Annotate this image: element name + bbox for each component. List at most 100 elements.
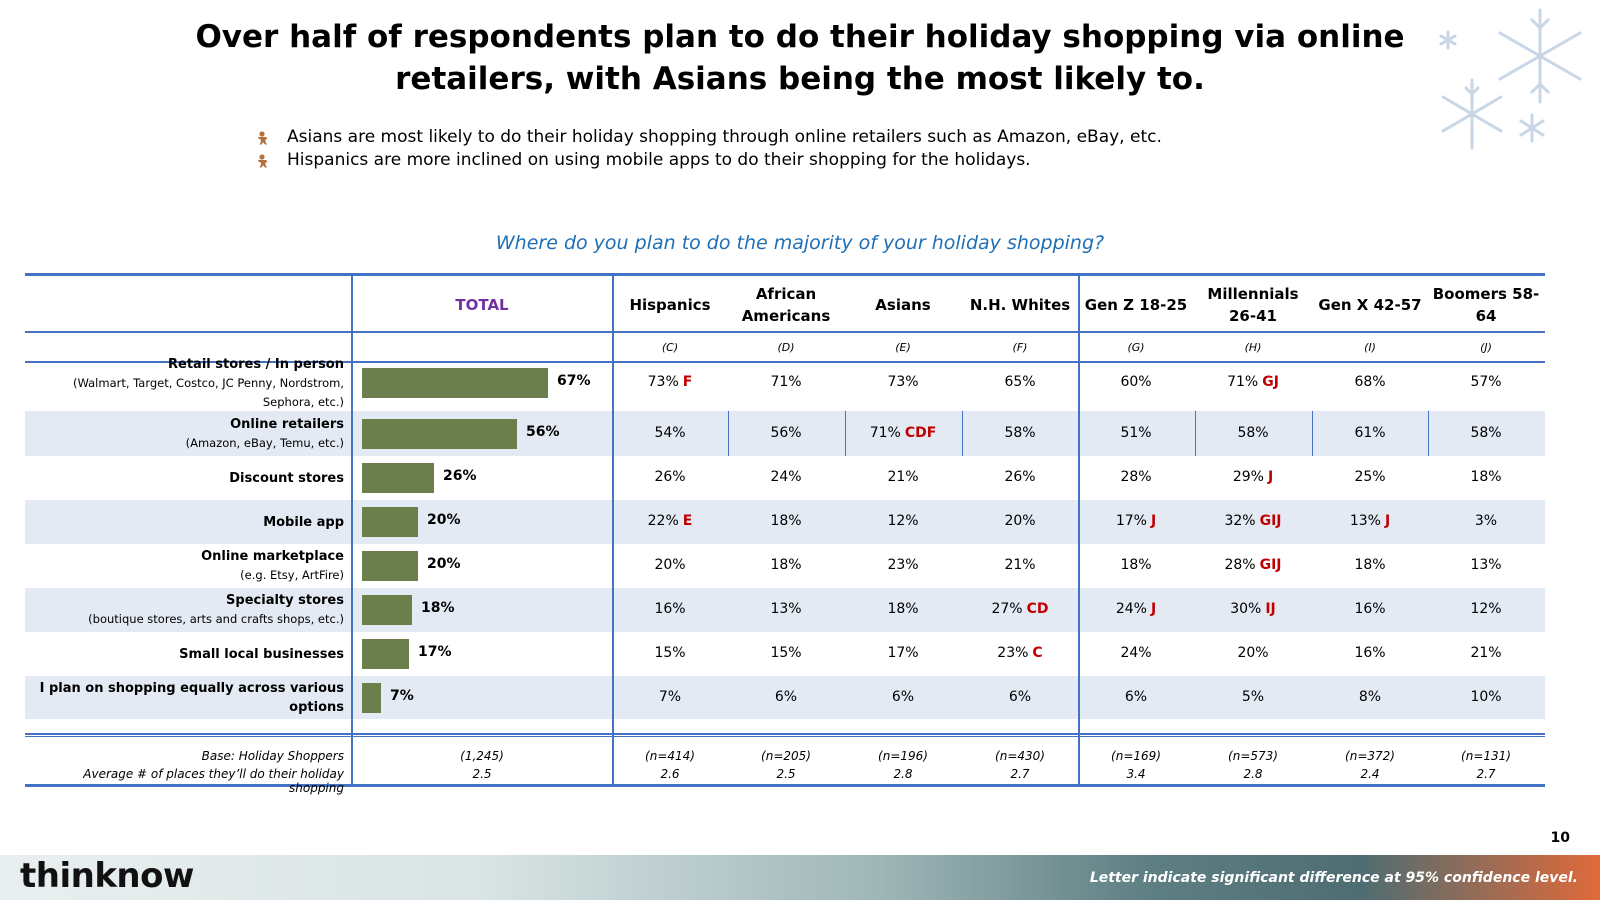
base-value: (n=131) xyxy=(1461,749,1511,763)
row-label-main: Online retailers xyxy=(230,416,344,432)
row-band xyxy=(25,500,1545,544)
cell-value: 12% xyxy=(1470,601,1502,617)
cell-value: 20% xyxy=(1004,513,1036,529)
cell-value: 73% xyxy=(647,374,679,390)
cell-value: 28% xyxy=(1224,557,1256,573)
data-cell: 18% xyxy=(1078,557,1194,573)
column-letter: (J) xyxy=(1480,341,1492,354)
base-value: (n=372) xyxy=(1345,749,1395,763)
cell-value: 7% xyxy=(658,688,682,705)
row-label: I plan on shopping equally across variou… xyxy=(30,676,344,719)
cell-divider xyxy=(1312,411,1313,456)
data-cell: 56% xyxy=(728,425,844,441)
column-header: Boomers 58-64 xyxy=(1432,285,1540,325)
thinknow-logo: thinknow xyxy=(20,856,194,896)
average-value: 2.6 xyxy=(660,767,680,781)
body-bottom-rule xyxy=(25,733,1545,735)
cell-value: 22% xyxy=(647,513,679,529)
cell-value: 8% xyxy=(1358,688,1382,705)
cell-value: 23% xyxy=(997,645,1029,661)
cell-value: 71% xyxy=(1227,374,1259,390)
bullet-item: Hispanics are more inclined on using mob… xyxy=(255,149,1162,172)
significance-letters: F xyxy=(682,374,693,390)
row-label-sub: (boutique stores, arts and crafts shops,… xyxy=(88,612,344,626)
total-bar xyxy=(362,682,381,713)
data-cell: 61% xyxy=(1312,425,1428,441)
bullet-item: Asians are most likely to do their holid… xyxy=(255,126,1162,149)
column-header: Asians xyxy=(875,296,931,314)
data-cell: 28% GIJ xyxy=(1195,557,1311,573)
column-header: Hispanics xyxy=(629,296,711,314)
cell-value: 18% xyxy=(887,601,919,617)
average-value: 2.8 xyxy=(1243,767,1263,781)
table-top-rule xyxy=(25,273,1545,276)
data-cell: 32% GIJ xyxy=(1195,513,1311,529)
cell-value: 28% xyxy=(1120,469,1152,485)
cell-value: 13% xyxy=(1349,513,1381,529)
total-bar-label: 7% xyxy=(390,687,414,704)
cell-value: 24% xyxy=(1120,645,1152,661)
column-header: Gen Z 18-25 xyxy=(1084,296,1188,314)
significance-letters: J xyxy=(1150,601,1157,617)
row-label-sub: (Amazon, eBay, Temu, etc.) xyxy=(185,435,344,450)
cell-value: 20% xyxy=(654,557,686,573)
total-bar-label: 18% xyxy=(421,600,455,616)
data-cell: 21% xyxy=(1428,645,1544,661)
data-cell: 6% xyxy=(845,689,961,705)
cell-value: 30% xyxy=(1230,601,1262,617)
row-label-main: Small local businesses xyxy=(179,646,344,662)
cell-value: 16% xyxy=(1354,645,1386,661)
average-value: 2.7 xyxy=(1010,767,1030,781)
cell-value: 16% xyxy=(654,601,686,617)
column-header: N.H. Whites xyxy=(969,296,1071,314)
average-value: 2.4 xyxy=(1360,767,1380,781)
data-cell: 18% xyxy=(728,513,844,529)
data-cell: 57% xyxy=(1428,374,1544,390)
cell-divider xyxy=(1195,411,1196,456)
column-letter: (D) xyxy=(777,341,795,354)
cell-value: 10% xyxy=(1470,688,1502,705)
cell-value: 15% xyxy=(770,645,802,661)
significance-letters: GIJ xyxy=(1259,513,1282,529)
column-letter: (E) xyxy=(895,341,911,354)
data-cell: 71% xyxy=(728,374,844,390)
base-value: (n=414) xyxy=(645,749,695,763)
table-bottom-rule xyxy=(25,784,1545,787)
data-cell: 20% xyxy=(1195,645,1311,661)
data-cell: 29% J xyxy=(1195,469,1311,485)
row-label: Retail stores / In person (Walmart, Targe… xyxy=(30,355,344,411)
column-letter: (I) xyxy=(1364,341,1376,354)
data-cell: 65% xyxy=(962,374,1078,390)
base-value: (n=169) xyxy=(1111,749,1161,763)
data-cell: 25% xyxy=(1312,469,1428,485)
data-cell: 8% xyxy=(1312,689,1428,705)
cell-value: 57% xyxy=(1470,374,1502,390)
cell-value: 56% xyxy=(770,424,802,441)
row-label-main: I plan on shopping equally across variou… xyxy=(39,680,344,715)
total-bar-label: 17% xyxy=(418,644,452,660)
total-divider xyxy=(351,275,353,785)
data-cell: 6% xyxy=(962,689,1078,705)
cell-value: 18% xyxy=(770,557,802,573)
data-cell: 68% xyxy=(1312,374,1428,390)
cell-value: 15% xyxy=(654,645,686,661)
total-header: TOTAL xyxy=(455,296,509,314)
cell-value: 71% xyxy=(770,374,802,390)
data-cell: 17% xyxy=(845,645,961,661)
data-cell: 58% xyxy=(1195,425,1311,441)
data-cell: 71% CDF xyxy=(845,425,961,441)
cell-value: 58% xyxy=(1470,424,1502,441)
total-bar-label: 56% xyxy=(526,423,560,440)
data-cell: 71% GJ xyxy=(1195,374,1311,390)
column-letter: (G) xyxy=(1127,341,1145,354)
cell-value: 24% xyxy=(1115,601,1147,617)
base-value: (n=573) xyxy=(1228,749,1278,763)
data-cell: 58% xyxy=(962,425,1078,441)
cell-value: 18% xyxy=(1470,469,1502,485)
cell-value: 68% xyxy=(1354,374,1386,390)
significance-letters: J xyxy=(1150,513,1157,529)
significance-letters: J xyxy=(1267,469,1274,485)
data-cell: 3% xyxy=(1428,513,1544,529)
row-label-sub: (Walmart, Target, Costco, JC Penny, Nord… xyxy=(73,375,344,409)
cell-value: 12% xyxy=(887,513,919,529)
